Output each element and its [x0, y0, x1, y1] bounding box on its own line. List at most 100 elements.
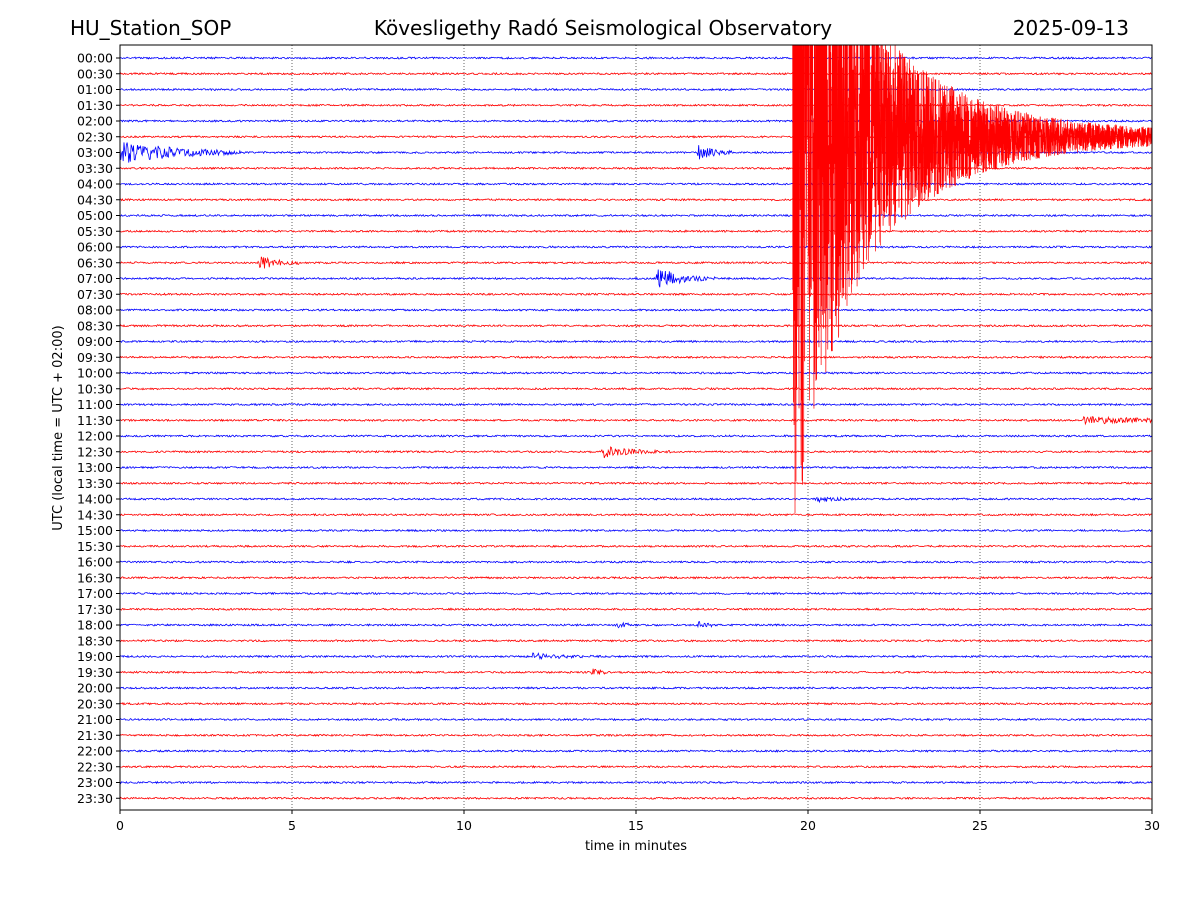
trace-row — [120, 465, 1152, 470]
y-tick-label: 06:30 — [77, 255, 113, 270]
y-tick-label: 00:30 — [77, 66, 113, 81]
trace-row — [120, 355, 1152, 360]
event-trace — [792, 45, 1152, 514]
y-axis-label: UTC (local time = UTC + 02:00) — [51, 325, 66, 530]
x-tick-label: 5 — [288, 818, 296, 833]
y-axis: 00:0000:3001:0001:3002:0002:3003:0003:30… — [77, 51, 120, 806]
trace-row — [120, 576, 1152, 580]
trace-row — [120, 717, 1152, 722]
y-tick-label: 22:30 — [77, 759, 113, 774]
y-tick-label: 16:00 — [77, 555, 113, 570]
y-tick-label: 09:00 — [77, 334, 113, 349]
trace-row — [120, 638, 1152, 643]
trace-row — [120, 308, 1152, 312]
y-tick-label: 04:30 — [77, 192, 113, 207]
y-tick-label: 03:00 — [77, 145, 113, 160]
y-tick-label: 12:30 — [77, 444, 113, 459]
y-tick-label: 10:00 — [77, 366, 113, 381]
trace-row — [120, 182, 1152, 186]
trace-row — [120, 796, 1152, 800]
y-tick-label: 13:00 — [77, 460, 113, 475]
y-tick-label: 15:00 — [77, 523, 113, 538]
y-tick-label: 02:30 — [77, 129, 113, 144]
trace-row — [120, 371, 1152, 375]
trace-row — [120, 198, 1152, 202]
y-tick-label: 17:30 — [77, 602, 113, 617]
trace-row — [120, 780, 1152, 785]
trace-layer — [120, 45, 1152, 800]
y-tick-label: 22:00 — [77, 744, 113, 759]
trace-row — [120, 544, 1152, 549]
y-tick-label: 18:00 — [77, 618, 113, 633]
trace-row — [120, 513, 1152, 517]
trace-row — [120, 56, 1152, 60]
trace-row — [120, 415, 1152, 426]
y-tick-label: 12:00 — [77, 429, 113, 444]
y-tick-label: 14:30 — [77, 507, 113, 522]
trace-row — [120, 749, 1152, 753]
trace-row — [120, 446, 1152, 459]
y-tick-label: 01:00 — [77, 82, 113, 97]
station-title: HU_Station_SOP — [70, 16, 231, 40]
trace-row — [120, 621, 1152, 629]
trace-row — [120, 292, 1152, 297]
trace-row — [120, 607, 1152, 611]
y-tick-label: 05:30 — [77, 224, 113, 239]
trace-row — [120, 496, 1152, 504]
x-tick-label: 15 — [628, 818, 644, 833]
x-tick-label: 20 — [800, 818, 816, 833]
y-tick-label: 04:00 — [77, 177, 113, 192]
trace-row — [120, 733, 1152, 738]
trace-row — [120, 269, 1152, 288]
y-tick-label: 21:30 — [77, 728, 113, 743]
trace-row — [120, 213, 1152, 218]
trace-row — [120, 686, 1152, 690]
trace-row — [120, 560, 1152, 564]
date-title: 2025-09-13 — [1013, 16, 1129, 40]
x-tick-label: 25 — [972, 818, 988, 833]
x-tick-label: 10 — [456, 818, 472, 833]
trace-row — [120, 668, 1152, 675]
y-tick-label: 05:00 — [77, 208, 113, 223]
y-tick-label: 15:30 — [77, 539, 113, 554]
trace-row — [120, 324, 1152, 328]
trace-row — [120, 481, 1152, 485]
y-tick-label: 21:00 — [77, 712, 113, 727]
trace-row — [120, 166, 1152, 171]
y-tick-label: 11:00 — [77, 397, 113, 412]
y-tick-label: 19:30 — [77, 665, 113, 680]
trace-row — [120, 652, 1152, 660]
y-tick-label: 23:00 — [77, 775, 113, 790]
trace-row — [120, 339, 1152, 344]
y-tick-label: 10:30 — [77, 381, 113, 396]
y-tick-label: 16:30 — [77, 570, 113, 585]
y-tick-label: 18:30 — [77, 633, 113, 648]
y-tick-label: 23:30 — [77, 791, 113, 806]
x-axis: 0 5 10 15 20 25 30 — [116, 810, 1160, 833]
trace-row — [120, 764, 1152, 769]
y-tick-label: 09:30 — [77, 350, 113, 365]
y-tick-label: 11:30 — [77, 413, 113, 428]
trace-row — [120, 591, 1152, 596]
trace-row — [120, 434, 1152, 438]
y-tick-label: 14:00 — [77, 492, 113, 507]
y-tick-label: 03:30 — [77, 161, 113, 176]
y-tick-label: 07:30 — [77, 287, 113, 302]
y-tick-label: 02:00 — [77, 114, 113, 129]
y-tick-label: 08:00 — [77, 303, 113, 318]
trace-row — [120, 71, 1152, 76]
y-tick-label: 00:00 — [77, 51, 113, 66]
trace-row — [120, 386, 1152, 391]
trace-row — [120, 256, 1152, 269]
x-tick-label: 0 — [116, 818, 124, 833]
y-tick-label: 17:00 — [77, 586, 113, 601]
trace-row — [120, 87, 1152, 92]
vertical-gridlines — [291, 45, 981, 810]
trace-row — [120, 701, 1152, 706]
trace-row — [120, 528, 1152, 533]
trace-row — [120, 402, 1152, 407]
x-tick-label: 30 — [1144, 818, 1160, 833]
y-tick-label: 19:00 — [77, 649, 113, 664]
y-tick-label: 13:30 — [77, 476, 113, 491]
